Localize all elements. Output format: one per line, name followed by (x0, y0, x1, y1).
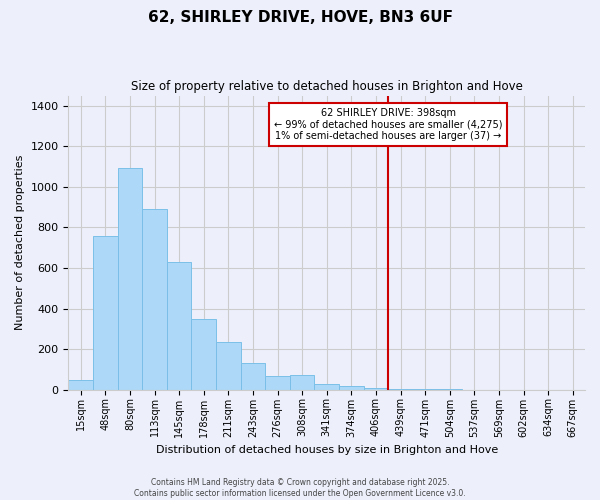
Bar (191, 320, 216, 390)
Bar (93, 236, 118, 390)
Text: Contains HM Land Registry data © Crown copyright and database right 2025.
Contai: Contains HM Land Registry data © Crown c… (134, 478, 466, 498)
Bar (265, 376, 290, 390)
Y-axis label: Number of detached properties: Number of detached properties (15, 155, 25, 330)
X-axis label: Distribution of detached houses by size in Brighton and Hove: Distribution of detached houses by size … (155, 445, 498, 455)
Title: Size of property relative to detached houses in Brighton and Hove: Size of property relative to detached ho… (131, 80, 523, 93)
Bar (68, 380, 93, 390)
Bar (339, 386, 364, 390)
Bar (216, 342, 241, 390)
Bar (167, 262, 191, 390)
Bar (142, 208, 167, 390)
Bar (314, 384, 339, 390)
Bar (364, 388, 388, 390)
Bar (388, 388, 413, 390)
Text: 62, SHIRLEY DRIVE, HOVE, BN3 6UF: 62, SHIRLEY DRIVE, HOVE, BN3 6UF (148, 10, 452, 25)
Bar (241, 362, 265, 390)
Text: 62 SHIRLEY DRIVE: 398sqm
← 99% of detached houses are smaller (4,275)
1% of semi: 62 SHIRLEY DRIVE: 398sqm ← 99% of detach… (274, 108, 502, 141)
Bar (118, 168, 142, 390)
Bar (290, 376, 314, 390)
